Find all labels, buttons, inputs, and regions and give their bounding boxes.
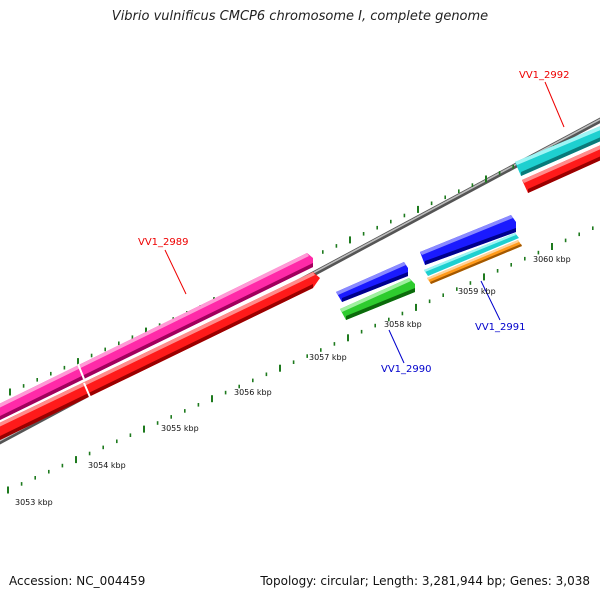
leader-line-vv1-2990: [388, 329, 405, 364]
tick-row-lower: [7, 226, 594, 494]
cds-feature-vv1-2992[interactable]: [522, 141, 600, 193]
genome-summary-text: Topology: circular; Length: 3,281,944 bp…: [260, 574, 590, 588]
cds-feature-vv1-2990[interactable]: [340, 278, 415, 320]
leader-line-vv1-2992: [544, 81, 565, 128]
kbp-label-3059: 3059 kbp: [458, 287, 496, 296]
cds-feature-vv1-2991-cyan[interactable]: [424, 233, 519, 276]
leader-line-vv1-2991: [480, 280, 501, 321]
kbp-label-3058: 3058 kbp: [384, 320, 422, 329]
kbp-label-3053: 3053 kbp: [15, 498, 53, 507]
kbp-label-3057: 3057 kbp: [309, 353, 347, 362]
accession-text: Accession: NC_004459: [9, 574, 146, 588]
gene-feature-vv1-2990[interactable]: [336, 262, 408, 302]
kbp-label-3055: 3055 kbp: [161, 424, 199, 433]
cds-feature-vv1-2991-orange[interactable]: [427, 240, 522, 284]
leader-line-vv1-2989: [164, 249, 187, 295]
gene-label-vv1-2990[interactable]: VV1_2990: [381, 364, 432, 375]
kbp-label-3056: 3056 kbp: [234, 388, 272, 397]
gene-label-vv1-2991[interactable]: VV1_2991: [475, 322, 526, 333]
gene-feature-vv1-2992[interactable]: [515, 122, 600, 176]
gene-feature-vv1-2989[interactable]: [0, 253, 313, 420]
map-title: Vibrio vulnificus CMCP6 chromosome I, co…: [111, 9, 489, 24]
kbp-label-3054: 3054 kbp: [88, 461, 126, 470]
kbp-label-3060: 3060 kbp: [533, 255, 571, 264]
gene-feature-vv1-2991[interactable]: [420, 215, 516, 265]
gene-label-vv1-2992[interactable]: VV1_2992: [519, 70, 570, 81]
cds-feature-vv1-2989[interactable]: [0, 272, 320, 440]
gene-label-vv1-2989[interactable]: VV1_2989: [138, 237, 189, 248]
